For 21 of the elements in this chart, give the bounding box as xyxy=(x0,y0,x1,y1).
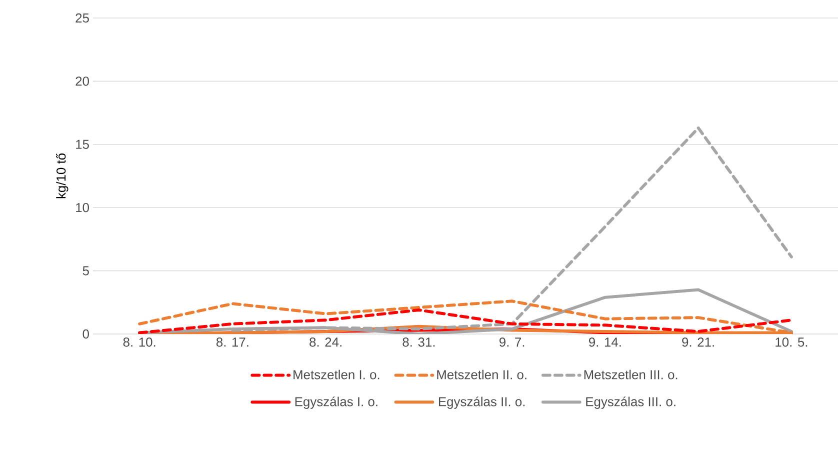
x-tick-label: 9. 21. xyxy=(682,338,714,347)
legend-label: Egyszálas I. o. xyxy=(295,396,378,409)
legend-label: Egyszálas II. o. xyxy=(438,396,525,409)
legend-label: Metszetlen III. o. xyxy=(584,370,678,380)
legend-label: Metszetlen I. o. xyxy=(294,370,380,380)
legend-label: Egyszálas III. o. xyxy=(586,396,676,409)
x-tick-label: 8. 10. xyxy=(123,338,156,347)
x-tick-label: 9. 14. xyxy=(589,338,621,347)
y-tick-label: 25 xyxy=(76,13,89,23)
y-tick-label: 20 xyxy=(76,76,89,86)
y-tick-label: 0 xyxy=(82,329,89,339)
y-axis-title: kg/10 tő xyxy=(56,153,68,198)
legend-label: Metszetlen II. o. xyxy=(437,370,526,380)
x-tick-label: 8. 31. xyxy=(402,338,435,347)
y-tick-label: 5 xyxy=(82,266,89,276)
x-tick-label: 8. 24. xyxy=(310,338,342,347)
x-tick-label: 10. 5. xyxy=(776,338,808,347)
x-tick-label: 9. 7. xyxy=(499,338,524,347)
x-tick-label: 8. 17. xyxy=(216,338,248,347)
y-tick-label: 15 xyxy=(76,140,89,149)
y-tick-label: 10 xyxy=(76,203,89,212)
